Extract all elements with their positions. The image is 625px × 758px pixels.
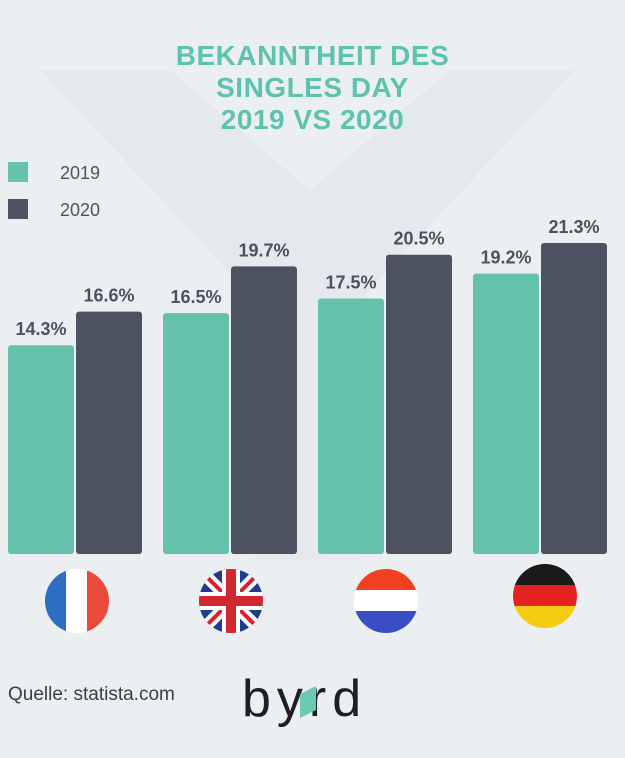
data-label-uk-flag-2020: 19.7% [238, 240, 289, 260]
data-label-netherlands-flag-2020: 20.5% [393, 229, 444, 249]
data-label-germany-flag-2020: 21.3% [548, 217, 599, 237]
country-flags [45, 564, 577, 633]
france-flag-icon [45, 569, 109, 633]
bar-france-flag-2019 [8, 345, 74, 554]
bar-germany-flag-2019 [473, 273, 539, 554]
chart-title: BEKANNTHEIT DES SINGLES DAY 2019 VS 2020 [0, 40, 625, 136]
bar-uk-flag-2020 [231, 266, 297, 554]
title-line-2: SINGLES DAY [216, 72, 409, 103]
data-label-germany-flag-2019: 19.2% [480, 248, 531, 268]
legend-swatch-2020 [8, 199, 28, 219]
source-note: Quelle: statista.com [8, 684, 175, 705]
uk-flag-icon [199, 569, 263, 633]
legend-item-2020: 2020 [8, 199, 208, 223]
data-label-france-flag-2019: 14.3% [15, 319, 66, 339]
bar-netherlands-flag-2019 [318, 298, 384, 554]
title-line-3: 2019 VS 2020 [220, 104, 405, 135]
data-label-france-flag-2020: 16.6% [83, 286, 134, 306]
byrd-logo: byrd [242, 676, 361, 728]
data-label-uk-flag-2019: 16.5% [170, 287, 221, 307]
bar-chart: 14.3% 16.5% 17.5% 19.2% 16.6% 19.7% 20.5% 21.3% [8, 217, 607, 554]
data-label-netherlands-flag-2019: 17.5% [325, 273, 376, 293]
netherlands-flag-icon [354, 569, 418, 633]
bar-uk-flag-2019 [163, 313, 229, 554]
legend-label-2019: 2019 [60, 163, 101, 183]
title-line-1: BEKANNTHEIT DES [175, 40, 450, 71]
bar-france-flag-2020 [76, 311, 142, 554]
logo-accent-shape [300, 686, 316, 718]
germany-flag-icon [513, 564, 577, 628]
legend-swatch-2019 [8, 162, 28, 182]
bar-germany-flag-2020 [541, 243, 607, 554]
legend-label-2020: 2020 [60, 200, 101, 220]
legend-item-2019: 2019 [8, 162, 208, 186]
bar-netherlands-flag-2020 [386, 254, 452, 554]
